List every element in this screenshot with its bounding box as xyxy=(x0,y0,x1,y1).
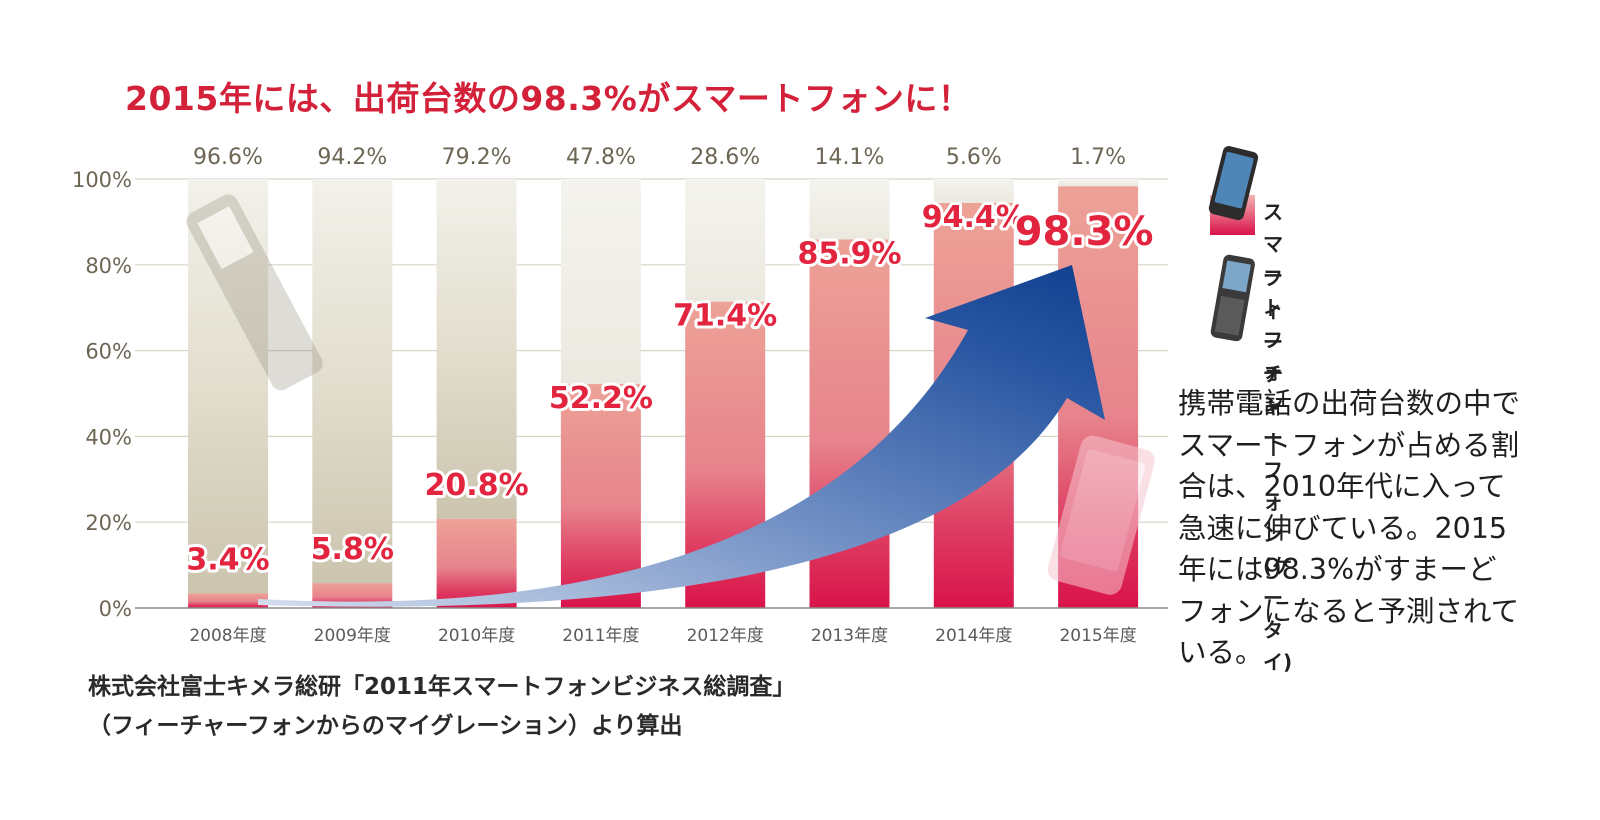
featurephone-value-label: 5.6% xyxy=(946,145,1002,170)
featurephone-value-label: 14.1% xyxy=(815,145,885,170)
y-tick-label: 100% xyxy=(72,168,132,192)
y-tick-label: 40% xyxy=(85,425,132,449)
bar-featurephone-2010年度 xyxy=(436,179,517,519)
growth-arrow xyxy=(258,265,1105,607)
featurephone-value-label: 47.8% xyxy=(566,145,636,170)
smartphone-value-label: 98.3% xyxy=(1015,209,1154,255)
smartphone-illustration xyxy=(1047,435,1155,595)
smartphone-value-label: 20.8% xyxy=(425,468,529,503)
source-line-1: 株式会社富士キメラ総研「2011年スマートフォンビジネス総調査」 xyxy=(88,674,796,700)
smartphone-value-label: 94.4% xyxy=(922,200,1026,235)
feature-phone-illustration xyxy=(186,194,323,391)
legend-label-smartphone: スマートフォン xyxy=(1263,200,1283,416)
x-category-label: 2012年度 xyxy=(687,626,764,646)
featurephone-value-label: 94.2% xyxy=(317,145,387,170)
bar-featurephone-2015年度 xyxy=(1058,179,1139,187)
chart-headline: 2015年には、出荷台数の98.3%がスマートフォンに！ xyxy=(125,79,972,118)
bar-featurephone-2008年度 xyxy=(188,179,268,594)
smartphone-value-label: 85.9% xyxy=(797,236,901,271)
x-category-label: 2014年度 xyxy=(935,626,1012,646)
labels: 0% 20% 40% 60% 80% 100% 96.6% 2008年度 94.2% 2009年度… xyxy=(72,145,1157,646)
x-category-label: 2011年度 xyxy=(562,626,639,646)
x-category-label: 2009年度 xyxy=(314,626,391,646)
x-category-label: 2015年度 xyxy=(1059,626,1136,646)
x-category-label: 2010年度 xyxy=(438,626,515,646)
featurephone-value-label: 1.7% xyxy=(1070,145,1126,170)
source-line-2: （フィーチャーフォンからのマイグレーション）より算出 xyxy=(88,713,683,739)
x-category-label: 2013年度 xyxy=(811,626,888,646)
featurephone-value-label: 28.6% xyxy=(690,145,760,170)
bar-smartphone-2011年度 xyxy=(560,384,641,608)
y-tick-label: 80% xyxy=(85,254,132,278)
bar-smartphone-2008年度 xyxy=(188,593,268,608)
smartphone-value-label: 71.4% xyxy=(673,299,777,334)
x-category-label: 2008年度 xyxy=(189,626,266,646)
legend-label-featurephone: フィーチャーフォン (ケータイ) xyxy=(1263,266,1293,674)
featurephone-value-label: 79.2% xyxy=(442,145,512,170)
source-citation: 株式会社富士キメラ総研「2011年スマートフォンビジネス総調査」 （フィーチャー… xyxy=(88,668,795,746)
y-tick-label: 60% xyxy=(85,340,132,364)
bar-featurephone-2009年度 xyxy=(312,179,393,584)
bar-featurephone-2013年度 xyxy=(809,179,890,240)
smartphone-value-label: 3.4% xyxy=(186,542,269,577)
feature-phone-icon xyxy=(1210,254,1255,342)
featurephone-value-label: 96.6% xyxy=(193,145,263,170)
y-tick-label: 20% xyxy=(85,511,132,535)
bar-featurephone-2014年度 xyxy=(933,179,1014,204)
y-tick-label: 0% xyxy=(99,597,132,621)
smartphone-value-label: 52.2% xyxy=(549,381,653,416)
smartphone-value-label: 5.8% xyxy=(311,532,394,567)
bar-featurephone-2011年度 xyxy=(560,179,641,385)
bar-featurephone-2012年度 xyxy=(685,179,766,302)
legend: スマートフォン フィーチャーフォン (ケータイ) xyxy=(1205,140,1505,674)
bar-smartphone-2010年度 xyxy=(436,518,517,608)
chart-note: 携帯電話の出荷台数の中でスマートフォンが占める割合は、2010年代に入って急速に… xyxy=(1178,387,1521,669)
smartphone-icon xyxy=(1208,146,1259,235)
